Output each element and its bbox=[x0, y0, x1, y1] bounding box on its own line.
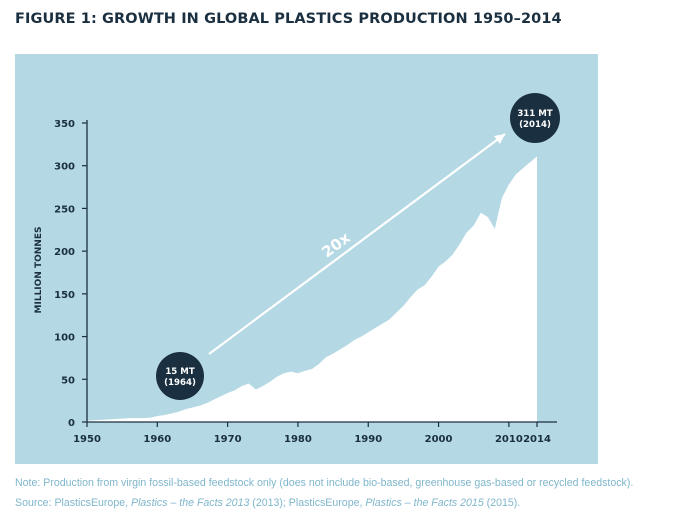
production-area bbox=[87, 156, 537, 422]
chart-source: Source: PlasticsEurope, Plastics – the F… bbox=[15, 497, 520, 509]
badge-2014-value: 311 MT bbox=[517, 109, 552, 119]
x-tick-label-1990: 1990 bbox=[354, 434, 382, 445]
x-tick-label-1980: 1980 bbox=[284, 434, 312, 445]
badge-1964-circle bbox=[156, 352, 204, 400]
badge-2014-circle bbox=[510, 93, 560, 143]
source-mid: (2013); PlasticsEurope, bbox=[249, 497, 366, 509]
x-tick-label-1970: 1970 bbox=[214, 434, 242, 445]
growth-arrow-line bbox=[208, 133, 506, 355]
badge-1964-year: (1964) bbox=[164, 378, 196, 388]
y-tick-label-250: 250 bbox=[54, 204, 75, 215]
y-tick-label-200: 200 bbox=[54, 247, 75, 258]
y-tick-label-300: 300 bbox=[54, 162, 75, 173]
x-tick-label-1960: 1960 bbox=[143, 434, 171, 445]
y-tick-label-50: 50 bbox=[61, 375, 75, 386]
growth-label: 20x bbox=[318, 228, 354, 261]
source-suffix: (2015). bbox=[483, 497, 521, 509]
y-tick-label-0: 0 bbox=[68, 418, 75, 429]
chart-note: Note: Production from virgin fossil-base… bbox=[15, 477, 634, 489]
growth-arrow-head bbox=[494, 134, 505, 144]
badge-2014-year: (2014) bbox=[519, 120, 551, 130]
figure-title: FIGURE 1: GROWTH IN GLOBAL PLASTICS PROD… bbox=[15, 11, 562, 27]
source-prefix: Source: PlasticsEurope, bbox=[15, 497, 131, 509]
source-title-2015: Plastics – the Facts 2015 bbox=[365, 497, 484, 509]
y-tick-label-150: 150 bbox=[54, 290, 75, 301]
x-tick-label-2010: 2010 bbox=[495, 434, 523, 445]
x-tick-label-2000: 2000 bbox=[425, 434, 453, 445]
x-tick-label-2014: 2014 bbox=[523, 434, 551, 445]
y-axis-label: MILLION TONNES bbox=[34, 227, 44, 314]
x-tick-label-1950: 1950 bbox=[73, 434, 101, 445]
y-tick-label-350: 350 bbox=[54, 119, 75, 130]
source-title-2013: Plastics – the Facts 2013 bbox=[131, 497, 250, 509]
y-tick-label-100: 100 bbox=[54, 333, 75, 344]
badge-1964-value: 15 MT bbox=[165, 367, 195, 377]
